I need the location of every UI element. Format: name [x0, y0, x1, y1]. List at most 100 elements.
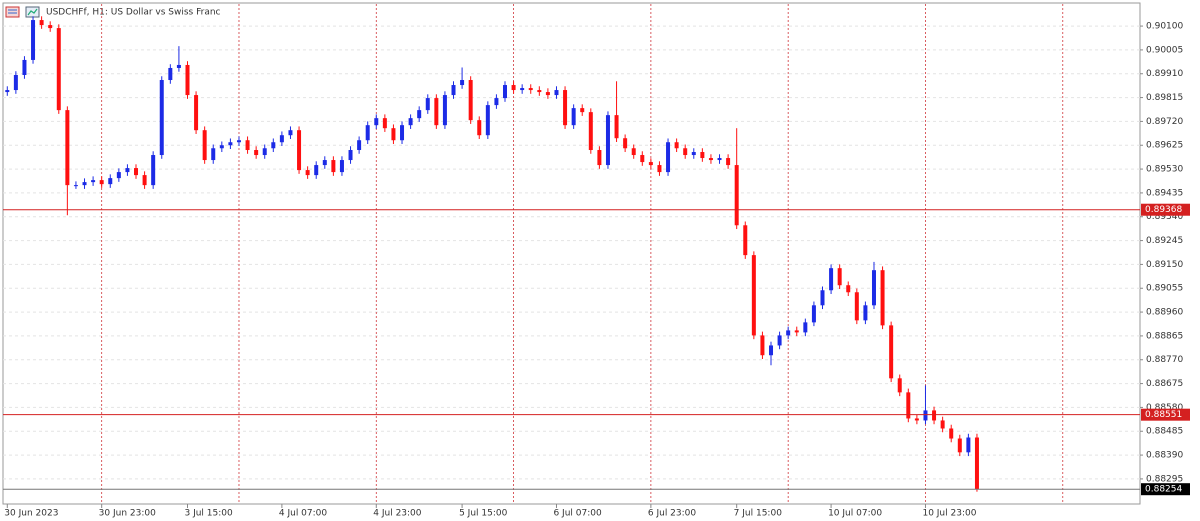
candle-body: [623, 138, 628, 149]
y-tick-label: 0.89055: [1146, 284, 1183, 294]
y-tick-label: 0.89815: [1146, 93, 1183, 103]
candle-body: [545, 92, 550, 96]
price-level-label: 0.88551: [1145, 410, 1182, 420]
candle-body: [219, 145, 224, 149]
x-tick-label: 4 Jul 23:00: [373, 509, 422, 519]
plot-frame: [2, 2, 1141, 505]
y-tick-label: 0.89530: [1146, 165, 1183, 175]
candle-body: [743, 225, 748, 256]
y-tick-label: 0.88770: [1146, 355, 1183, 365]
candle-body: [974, 437, 979, 490]
candle-body: [262, 148, 267, 156]
candle-body: [691, 152, 696, 156]
candle-body: [116, 172, 121, 179]
candle-body: [434, 98, 439, 126]
candle-body: [245, 140, 250, 151]
candle-body: [31, 20, 36, 60]
candle-body: [202, 130, 207, 161]
candle-body: [279, 135, 284, 143]
candle-body: [48, 25, 53, 29]
candle-body: [357, 140, 362, 151]
candle-body: [400, 125, 405, 141]
candle-body: [657, 165, 662, 173]
candle-body: [760, 335, 765, 356]
candle-body: [666, 142, 671, 173]
candle-body: [683, 148, 688, 156]
candle-body: [168, 67, 173, 81]
y-tick-label: 0.89625: [1146, 141, 1183, 151]
candle-body: [528, 88, 533, 91]
candle-body: [966, 437, 971, 453]
candle-body: [176, 64, 181, 68]
x-tick-label: 7 Jul 15:00: [734, 509, 783, 519]
candle-body: [297, 130, 302, 171]
candle-body: [322, 160, 327, 166]
candle-body: [305, 170, 310, 176]
y-tick-label: 0.88675: [1146, 379, 1183, 389]
candle-body: [211, 148, 216, 161]
candle-body: [777, 335, 782, 346]
candle-body: [837, 268, 842, 286]
candle-body: [271, 142, 276, 149]
candle-body: [485, 105, 490, 136]
candle-body: [417, 110, 422, 119]
candle-body: [314, 165, 319, 176]
candle-body: [125, 168, 130, 173]
candle-body: [588, 112, 593, 151]
candles: [5, 16, 979, 492]
candle-body: [614, 115, 619, 139]
candle-body: [99, 180, 104, 185]
candle-body: [331, 160, 336, 173]
candle-body: [700, 152, 705, 159]
x-tick-label: 6 Jul 23:00: [648, 509, 697, 519]
x-tick-label: 10 Jul 07:00: [828, 509, 882, 519]
candle-body: [554, 90, 559, 96]
candle-body: [408, 118, 413, 126]
candle-body: [460, 80, 465, 86]
candle-body: [442, 95, 447, 126]
candle-body: [811, 305, 816, 323]
candle-body: [923, 410, 928, 421]
y-tick-label: 0.88865: [1146, 331, 1183, 341]
candle-body: [605, 115, 610, 166]
candle-body: [597, 150, 602, 166]
candle-body: [880, 270, 885, 326]
candle-body: [39, 20, 44, 26]
candle-body: [365, 125, 370, 141]
candle-body: [940, 420, 945, 429]
y-tick-label: 0.90100: [1146, 22, 1183, 32]
chart-title: USDCHFf, H1: US Dollar vs Swiss Franc: [46, 8, 221, 18]
y-tick-label: 0.90005: [1146, 45, 1183, 55]
candle-body: [73, 185, 78, 187]
y-tick-label: 0.88960: [1146, 308, 1183, 318]
candle-body: [91, 180, 96, 183]
x-tick-label: 30 Jun 23:00: [99, 509, 156, 519]
candle-body: [563, 90, 568, 126]
candle-body: [949, 428, 954, 439]
candle-body: [134, 168, 139, 176]
candle-body: [151, 155, 156, 186]
candle-body: [571, 108, 576, 126]
candle-body: [502, 85, 507, 99]
y-tick-label: 0.88390: [1146, 451, 1183, 461]
candle-body: [22, 59, 27, 75]
candle-body: [494, 98, 499, 106]
candle-body: [520, 88, 525, 91]
y-tick-label: 0.89245: [1146, 236, 1183, 246]
candle-body: [708, 158, 713, 161]
candle-body: [914, 418, 919, 421]
candle-body: [717, 158, 722, 161]
candle-body: [640, 155, 645, 163]
candle-body: [803, 322, 808, 333]
candle-body: [648, 162, 653, 166]
y-tick-label: 0.89340: [1146, 212, 1183, 222]
candle-body: [726, 158, 731, 166]
candle-body: [829, 268, 834, 291]
candle-body: [82, 182, 87, 186]
candle-body: [889, 325, 894, 379]
candle-body: [897, 378, 902, 393]
candle-body: [871, 270, 876, 306]
candle-body: [382, 118, 387, 129]
